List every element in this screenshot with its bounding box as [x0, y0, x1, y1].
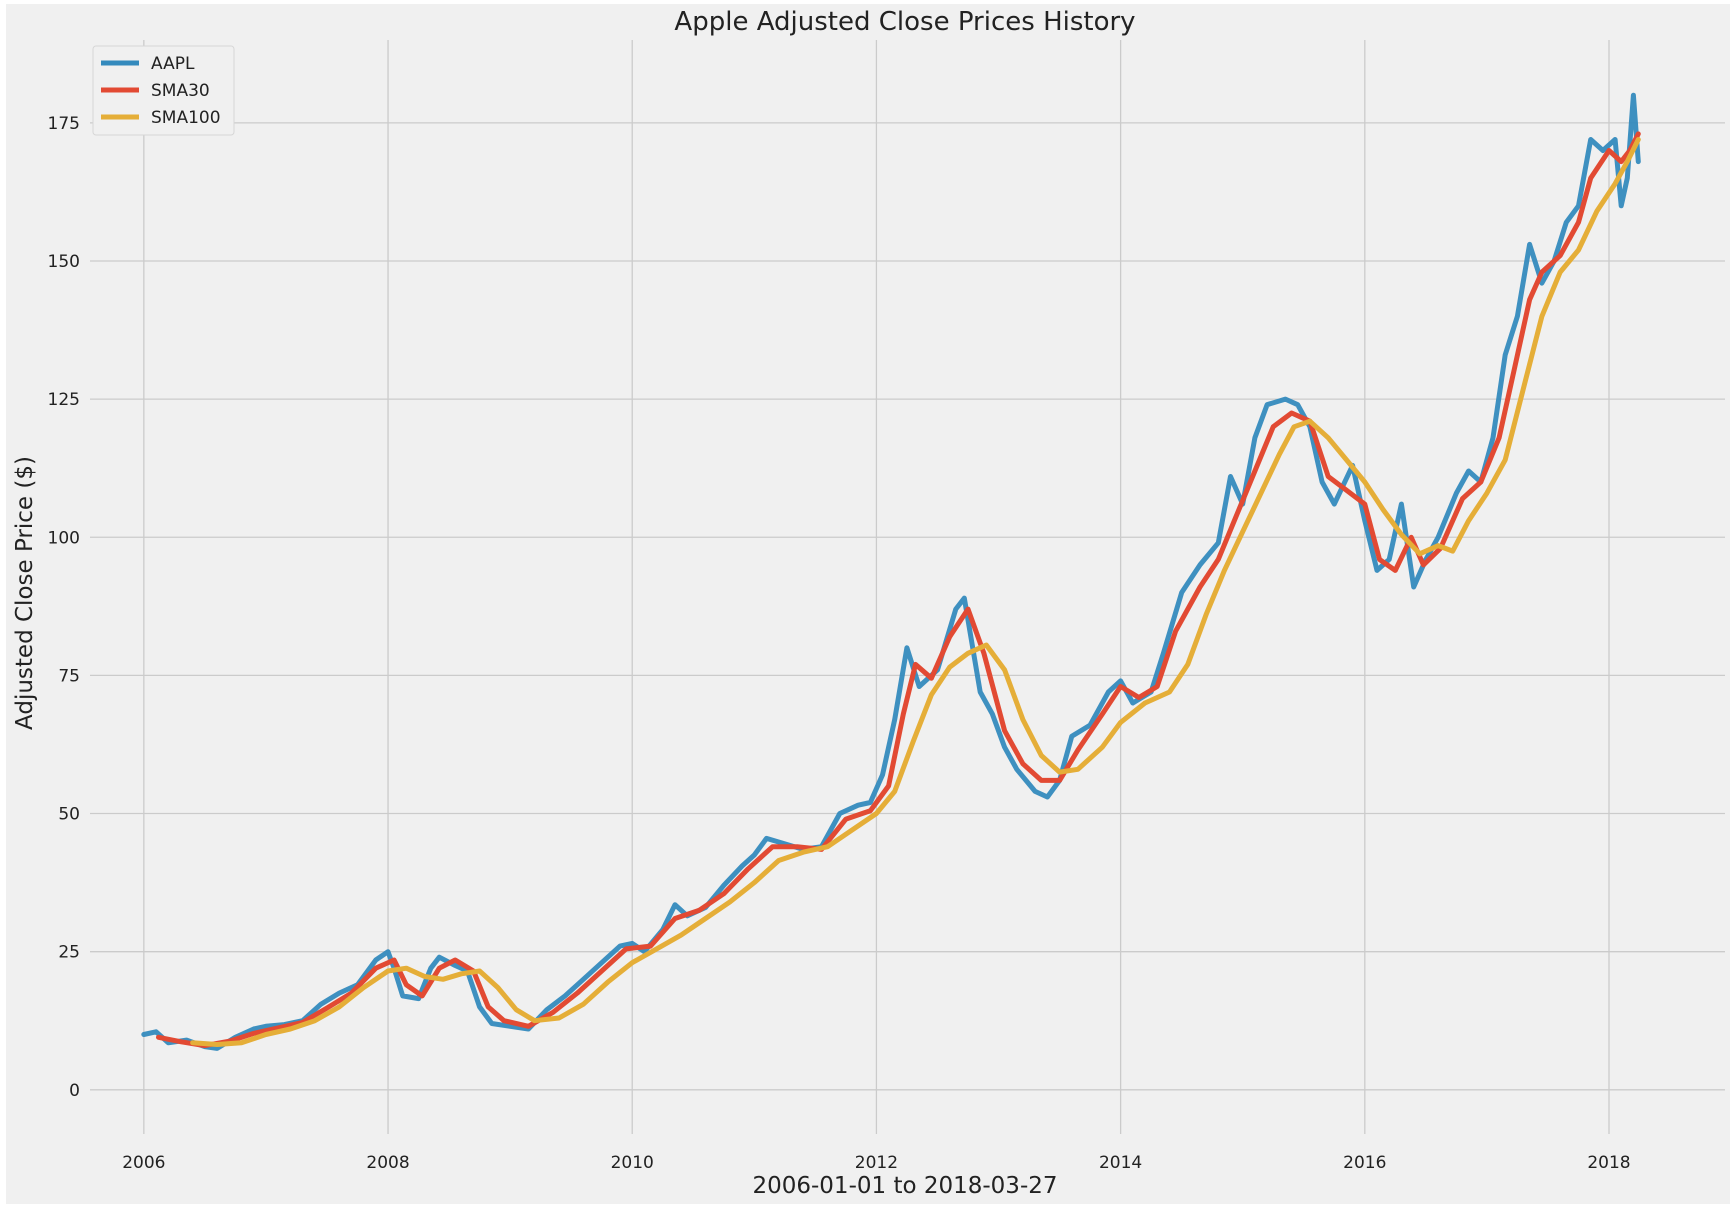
legend-label-aapl: AAPL [151, 54, 195, 74]
x-tick-label-2012: 2012 [855, 1153, 898, 1173]
tick-labels: 2006 2008 2010 2012 2014 2016 2018 0 25 50 75 100 12… [48, 114, 1631, 1173]
x-tick-label-2006: 2006 [122, 1153, 165, 1173]
legend-label-sma30: SMA30 [151, 81, 210, 101]
legend: AAPL SMA30 SMA100 [92, 45, 235, 136]
x-tick-label-2016: 2016 [1343, 1153, 1386, 1173]
y-tick-label-150: 150 [48, 252, 80, 272]
figure-background [6, 4, 1730, 1204]
y-axis-label: Adjusted Close Price ($) [12, 456, 38, 730]
series-line-sma100 [190, 137, 1641, 1047]
legend-entry-sma30: SMA30 [101, 81, 210, 101]
y-tick-label-100: 100 [48, 528, 80, 548]
legend-entry-aapl: AAPL [101, 54, 195, 74]
y-tick-label-0: 0 [69, 1081, 80, 1101]
series-lines [141, 92, 1641, 1051]
legend-box [92, 45, 235, 136]
y-tick-label-50: 50 [58, 805, 80, 825]
x-axis-label: 2006-01-01 to 2018-03-27 [752, 1173, 1057, 1199]
x-tick-label-2014: 2014 [1099, 1153, 1142, 1173]
series-line-sma30 [156, 131, 1641, 1049]
x-tick-label-2010: 2010 [611, 1153, 654, 1173]
y-tick-label-175: 175 [48, 114, 80, 134]
series-line-aapl [141, 92, 1641, 1051]
x-tick-label-2018: 2018 [1587, 1153, 1630, 1173]
legend-label-sma100: SMA100 [151, 108, 221, 128]
grid [90, 40, 1725, 1134]
y-tick-label-25: 25 [58, 943, 80, 963]
y-tick-label-75: 75 [58, 666, 80, 686]
x-tick-label-2008: 2008 [366, 1153, 409, 1173]
legend-entry-sma100: SMA100 [101, 108, 221, 128]
y-tick-label-125: 125 [48, 390, 80, 410]
chart-title: Apple Adjusted Close Prices History [674, 7, 1135, 37]
